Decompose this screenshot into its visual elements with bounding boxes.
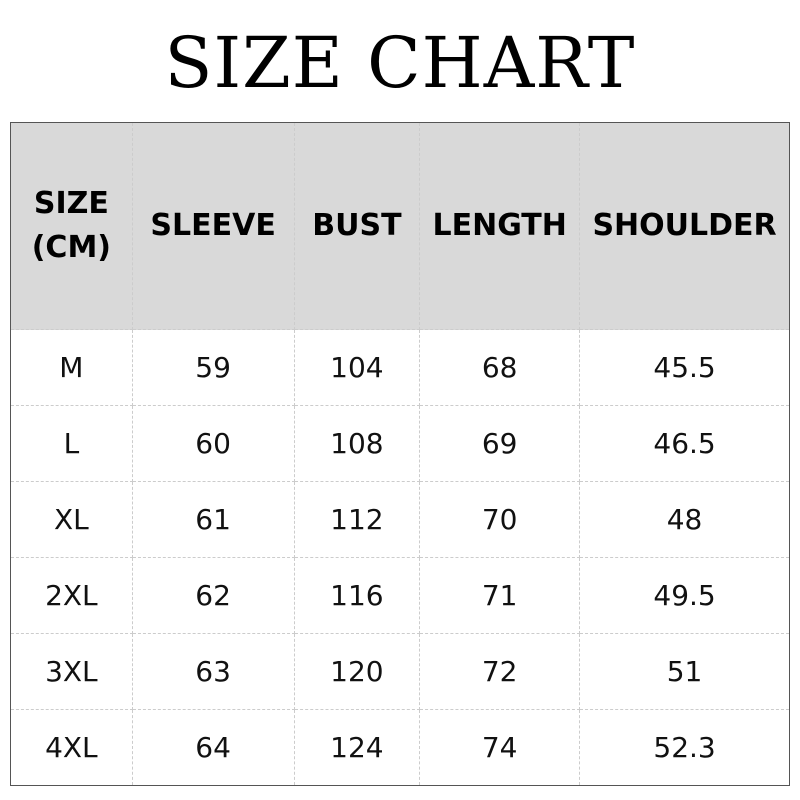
cell-length: 70 [419,481,581,558]
cell-shoulder: 46.5 [579,405,790,482]
cell-shoulder: 51 [579,633,790,710]
cell-shoulder: 52.3 [579,709,790,786]
cell-shoulder: 49.5 [579,557,790,634]
table-row: XL 61 112 70 48 [10,481,790,558]
size-chart-table: SIZE (CM) SLEEVE BUST LENGTH SHOULDER M 59… [10,122,790,786]
cell-sleeve: 59 [131,329,295,406]
table-row: 4XL 64 124 74 52.3 [10,709,790,786]
cell-size: 4XL [10,709,133,786]
header-bust: BUST [293,122,421,330]
header-unit-label: (CM) [31,230,112,265]
cell-sleeve: 61 [131,481,295,558]
cell-length: 68 [419,329,581,406]
page-title: SIZE CHART [164,22,636,104]
cell-shoulder: 45.5 [579,329,790,406]
table-row: M 59 104 68 45.5 [10,329,790,406]
header-size: SIZE (CM) [10,122,133,330]
table-row: 2XL 62 116 71 49.5 [10,557,790,634]
cell-size: M [10,329,133,406]
table-row: 3XL 63 120 72 51 [10,633,790,710]
cell-bust: 120 [293,633,421,710]
cell-size: 2XL [10,557,133,634]
cell-bust: 104 [293,329,421,406]
table-row: L 60 108 69 46.5 [10,405,790,482]
cell-bust: 124 [293,709,421,786]
header-sleeve: SLEEVE [131,122,295,330]
cell-sleeve: 60 [131,405,295,482]
cell-size: 3XL [10,633,133,710]
cell-shoulder: 48 [579,481,790,558]
cell-size: L [10,405,133,482]
cell-sleeve: 62 [131,557,295,634]
cell-length: 69 [419,405,581,482]
cell-sleeve: 63 [131,633,295,710]
cell-length: 72 [419,633,581,710]
cell-bust: 112 [293,481,421,558]
header-size-label: SIZE [33,186,109,221]
cell-bust: 108 [293,405,421,482]
cell-size: XL [10,481,133,558]
cell-bust: 116 [293,557,421,634]
cell-length: 71 [419,557,581,634]
cell-length: 74 [419,709,581,786]
cell-sleeve: 64 [131,709,295,786]
header-shoulder: SHOULDER [579,122,790,330]
header-row: SIZE (CM) SLEEVE BUST LENGTH SHOULDER [10,122,790,330]
header-length: LENGTH [419,122,581,330]
